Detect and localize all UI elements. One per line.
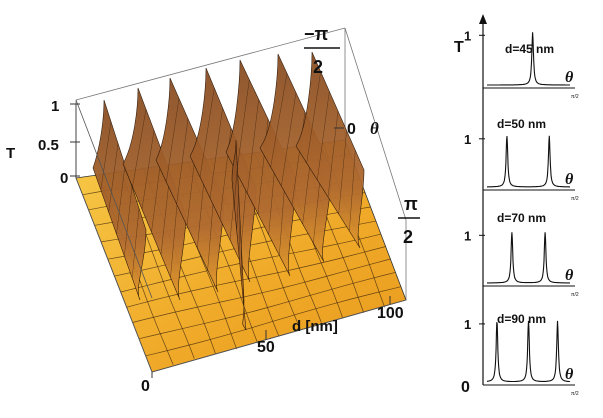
panel-theta-label: θ — [565, 366, 574, 383]
panel-x-tick-label: π/2 — [571, 292, 579, 298]
d-axis: 0 50 100 d [nm] — [141, 296, 404, 395]
ridge-mesh-line — [236, 193, 239, 231]
ridge-mesh-line — [199, 87, 215, 178]
ridge-mesh-line — [108, 143, 119, 213]
surface-ridges — [92, 51, 365, 331]
d-axis-label: d [nm] — [292, 318, 338, 335]
panel-d-label: d=90 nm — [497, 312, 546, 326]
theta-neg-den: 2 — [313, 57, 323, 77]
ridge-mesh-line — [116, 164, 126, 235]
panels-t-label: T — [454, 39, 464, 56]
panel-d50: 1 d=50 nm θ π/2 — [464, 117, 579, 202]
ridge-mesh-line — [247, 99, 259, 194]
t-axis-label: T — [6, 145, 15, 162]
mesh-line — [145, 286, 401, 357]
d-tick-50: 50 — [257, 339, 275, 356]
panel-x-tick-label: π/2 — [571, 196, 579, 202]
ridge-mesh-line — [141, 130, 155, 210]
panel-d45: 1 d=45 nm θ π/2 — [464, 28, 579, 100]
ridge-mesh-line — [317, 91, 330, 181]
ridge-mesh-line — [176, 118, 189, 205]
panel-theta-label: θ — [565, 267, 574, 284]
ridge-mesh-line — [131, 208, 140, 279]
panel-curve — [487, 135, 570, 188]
t-tick-0: 0 — [60, 170, 68, 187]
mesh-line — [139, 271, 396, 340]
ridge-mesh-line — [170, 193, 179, 278]
ridge-mesh-line — [306, 71, 321, 164]
theta-pos-den: 2 — [403, 227, 413, 247]
panel-theta-label: θ — [565, 69, 574, 86]
panel-d-label: d=45 nm — [505, 42, 554, 56]
ridge-mesh-line — [234, 166, 238, 206]
theta-neg-num: −π — [304, 24, 329, 44]
ridge-mesh-line — [166, 98, 180, 183]
panel-curve — [487, 320, 571, 383]
theta-axis-label: θ — [370, 119, 379, 138]
ridge-mesh-line — [281, 92, 297, 187]
t-tick-0-5: 0.5 — [38, 137, 59, 154]
ridge-mesh-line — [270, 73, 288, 168]
panels-origin-label: 0 — [461, 379, 470, 396]
panel-d90: 1 d=90 nm θ π/2 — [464, 312, 579, 397]
d-tick-100: 100 — [377, 305, 404, 322]
ridge-mesh-line — [209, 107, 223, 199]
profile-panels: T 0 1 d=45 nm θ π/2 1 d=50 nm θ π/2 1 d=70 nm θ π… — [454, 14, 579, 397]
t-tick-1: 1 — [51, 98, 59, 115]
ridge-mesh-line — [238, 219, 241, 256]
ridge-mesh-line — [349, 150, 356, 232]
ridge-mesh-line — [100, 121, 112, 191]
t-axis: 1 0.5 0 T — [6, 98, 80, 187]
ridge-mesh-line — [327, 110, 339, 198]
ridge-mesh-line — [124, 186, 133, 257]
mesh-line — [126, 246, 386, 308]
d-tick-0: 0 — [141, 378, 150, 395]
theta-zero: 0 — [347, 121, 356, 138]
box-front-edges — [75, 99, 407, 373]
ridge-mesh-line — [236, 79, 250, 173]
panel-y-tick-label: 1 — [464, 228, 471, 243]
mesh-line — [120, 233, 381, 293]
panel-y-tick-label: 1 — [464, 28, 471, 43]
panel-theta-label: θ — [565, 171, 574, 188]
theta-pos-num: π — [404, 194, 418, 214]
panel-curve — [487, 232, 570, 284]
panel-x-tick-label: π/2 — [571, 94, 579, 100]
panel-d-label: d=50 nm — [497, 117, 546, 131]
panel-d70: 1 d=70 nm θ π/2 — [464, 211, 579, 298]
resonance-ridge — [92, 99, 147, 301]
ridge-mesh-line — [132, 109, 147, 187]
ridge-mesh-line — [242, 273, 244, 306]
panel-curve — [487, 32, 570, 86]
mesh-line — [132, 258, 391, 323]
panel-y-tick-label: 1 — [464, 317, 471, 332]
ridge-mesh-line — [219, 127, 232, 220]
panel-d-label: d=70 nm — [497, 211, 546, 225]
panel-x-tick-label: π/2 — [571, 391, 579, 397]
panel-y-tick-label: 1 — [464, 132, 471, 147]
ridge-mesh-line — [338, 130, 347, 215]
surface-plot: 1 0.5 0 T 0 50 100 d [nm] −π 2 0 θ π 2 — [6, 24, 420, 395]
theta-axis: −π 2 0 θ π 2 — [304, 24, 420, 247]
